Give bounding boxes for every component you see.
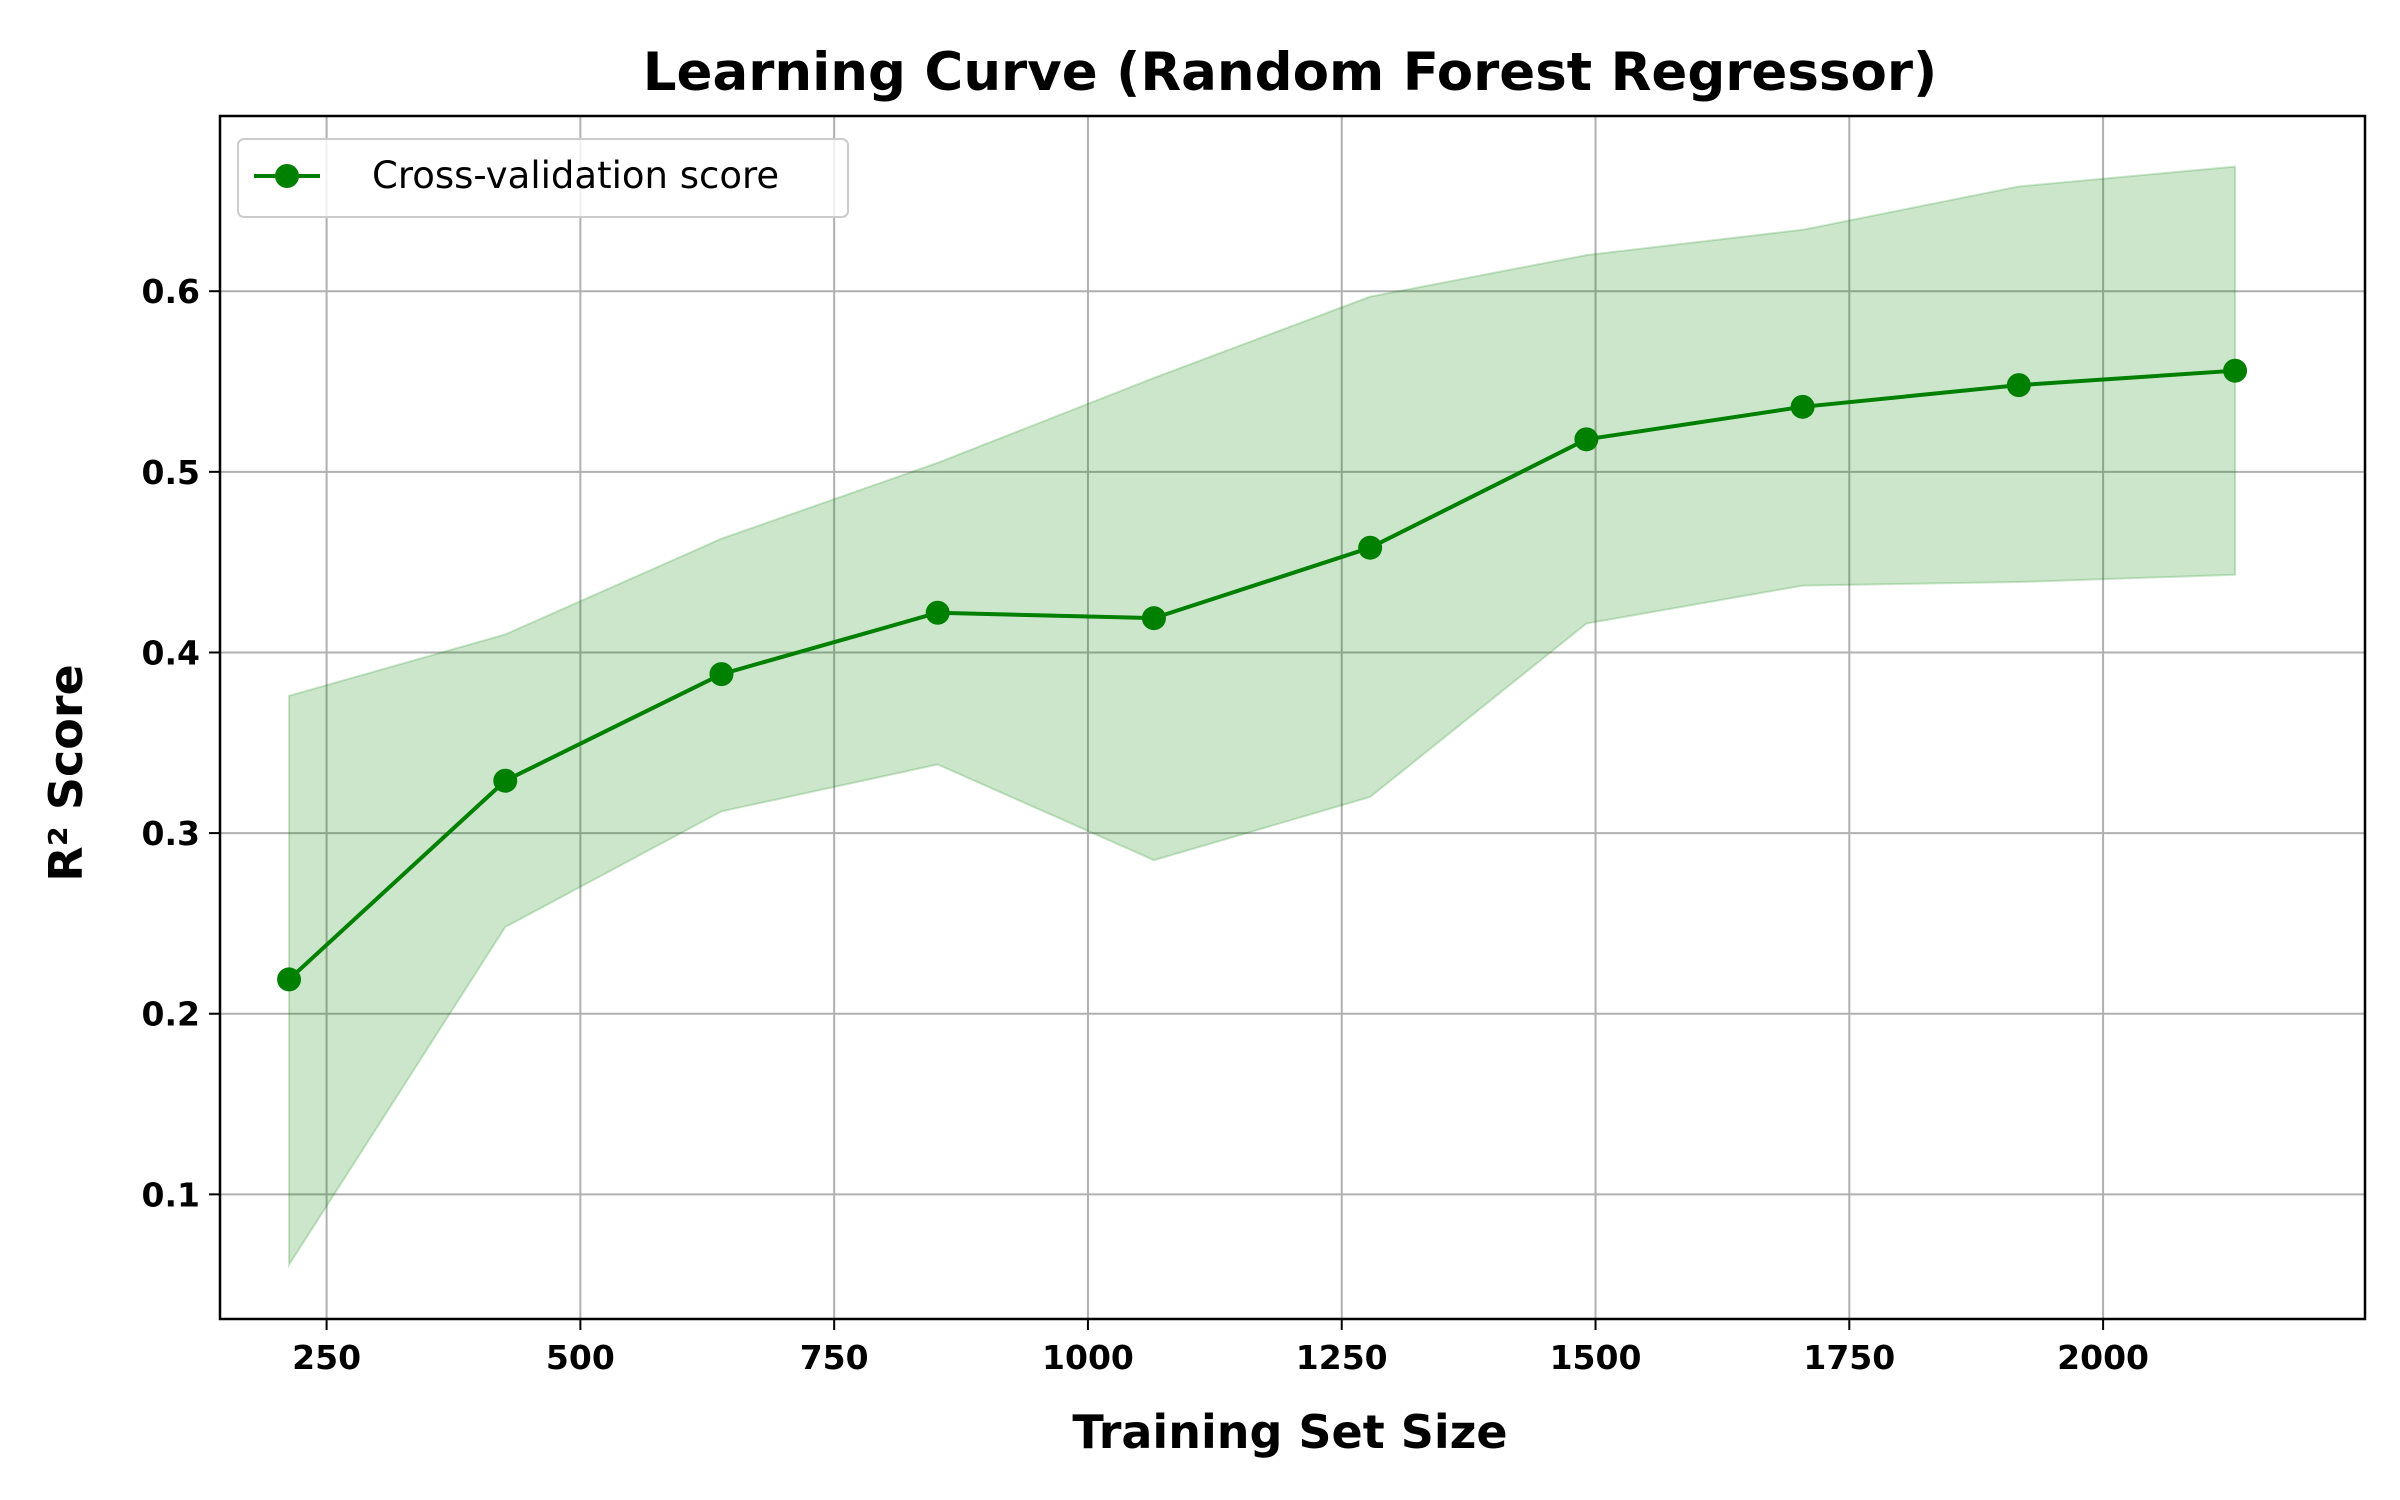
cv-score-point <box>709 662 734 687</box>
cv-std-band <box>288 165 2237 1269</box>
cv-score-point <box>277 967 302 992</box>
series-points-layer <box>277 358 2248 992</box>
cv-score-line <box>287 368 2236 981</box>
x-tick-label: 1750 <box>1803 1338 1895 1377</box>
x-axis-ticks: 250 500 750 1000 1250 1500 1750 2000 <box>292 1319 2149 1377</box>
x-tick-label: 2000 <box>2057 1338 2149 1377</box>
y-tick-label: 0.2 <box>142 995 200 1034</box>
cv-score-point <box>1790 394 1815 419</box>
cv-score-point <box>1574 427 1599 452</box>
y-tick-label: 0.3 <box>142 814 200 853</box>
y-tick-label: 0.4 <box>142 633 200 672</box>
x-tick-label: 750 <box>800 1338 869 1377</box>
cv-score-point <box>493 768 518 793</box>
legend-box <box>237 138 849 218</box>
y-axis-ticks: 0.1 0.2 0.3 0.4 0.5 0.6 <box>142 272 220 1214</box>
y-tick-label: 0.1 <box>142 1175 200 1214</box>
cv-score-point <box>925 600 950 625</box>
cv-score-point <box>2006 373 2031 398</box>
grid-lines <box>220 116 2365 1319</box>
legend-entry-cross-validation: Cross-validation score <box>372 154 779 197</box>
y-axis-label: R² Score <box>39 664 93 881</box>
x-tick-label: 1250 <box>1296 1338 1388 1377</box>
x-tick-label: 1500 <box>1550 1338 1642 1377</box>
legend-marker-swatch <box>275 164 299 188</box>
x-tick-label: 1000 <box>1042 1338 1134 1377</box>
cv-score-point <box>1358 535 1383 560</box>
cv-score-point <box>2223 358 2248 383</box>
y-tick-label: 0.5 <box>142 453 200 492</box>
legend: Cross-validation score <box>237 138 849 218</box>
chart-title: Learning Curve (Random Forest Regressor) <box>643 42 1937 103</box>
y-tick-label: 0.6 <box>142 272 200 311</box>
x-tick-label: 500 <box>546 1338 615 1377</box>
confidence-band-layer <box>288 165 2237 1269</box>
x-tick-label: 250 <box>292 1338 361 1377</box>
x-axis-label: Training Set Size <box>1072 1405 1507 1459</box>
series-line-layer <box>287 368 2236 981</box>
plot-frame <box>218 114 2367 1321</box>
cv-score-point <box>1141 606 1166 631</box>
